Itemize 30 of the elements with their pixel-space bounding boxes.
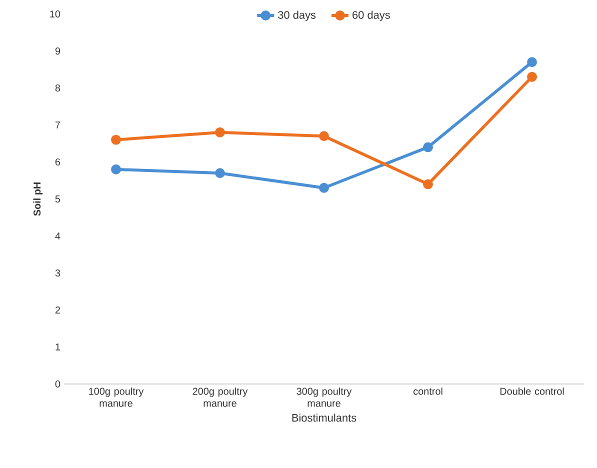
y-tick-label: 8 [55,84,60,92]
point [423,179,433,190]
point [215,127,225,138]
point [527,72,537,82]
point [319,131,329,142]
legend-label: 30 days [278,10,316,21]
y-axis-title: Soil pH [33,182,43,216]
point [111,164,121,174]
point [423,142,433,152]
x-tick-label: 300g poultry manure [296,388,352,407]
point [527,57,537,68]
y-tick-label: 2 [55,306,60,314]
point [111,134,121,145]
y-tick-label: 10 [50,10,60,18]
x-tick-label: Double control [500,388,564,395]
y-tick-label: 5 [55,196,60,202]
x-tick-label: 200g poultry manure [192,388,248,407]
point [319,182,329,193]
y-tick-label: 4 [55,232,60,240]
x-axis-title: Biostimulants [292,414,356,422]
y-tick-label: 1 [56,344,60,350]
point [215,168,225,178]
y-tick-label: 9 [55,47,60,55]
y-tick-label: 0 [55,380,60,388]
y-tick-label: 6 [55,158,60,166]
legend-label: 60 days [352,10,390,21]
x-tick-label: control [413,388,442,395]
x-tick-label: 100g poultry manure [89,388,144,407]
y-tick-label: 7 [55,122,60,128]
y-tick-label: 3 [55,269,60,277]
